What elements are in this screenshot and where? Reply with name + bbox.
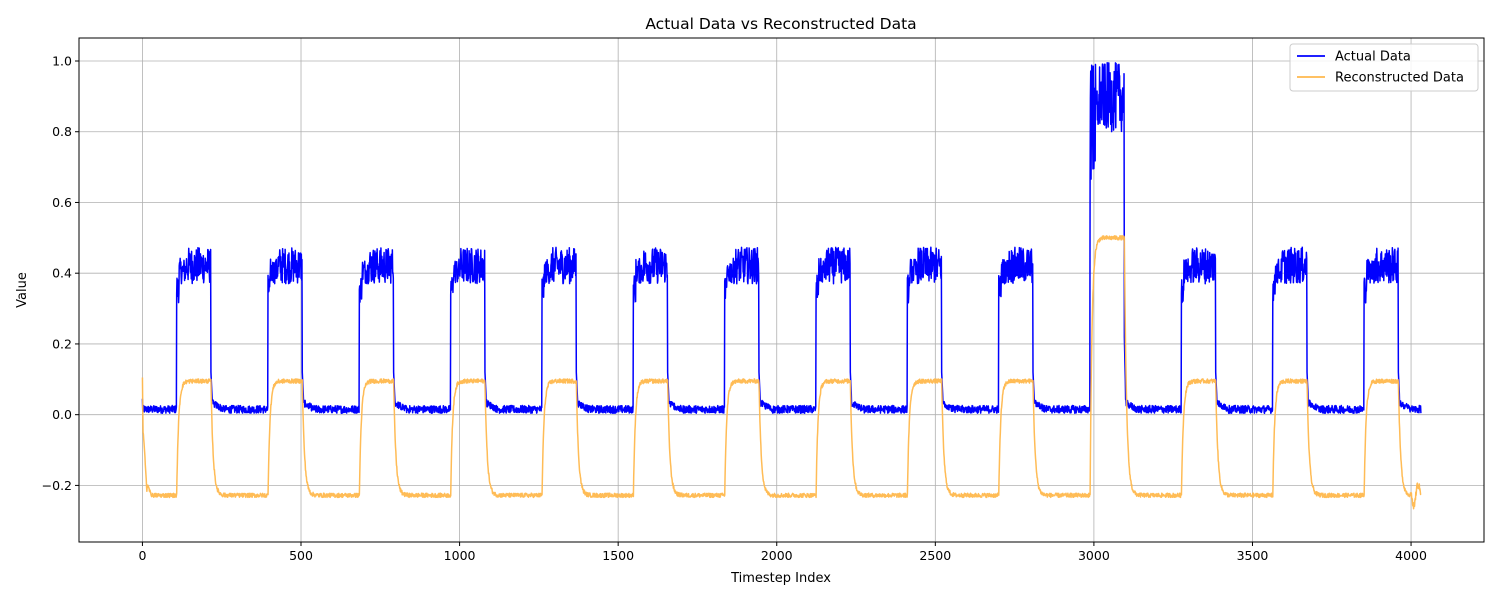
x-tick-label: 1000 xyxy=(444,548,476,563)
y-axis-ticks: −0.2 0.0 0.2 0.4 0.6 0.8 1.0 xyxy=(42,53,79,493)
x-tick-label: 3000 xyxy=(1078,548,1110,563)
y-axis-label: Value xyxy=(15,272,30,308)
x-axis-label: Timestep Index xyxy=(730,571,831,586)
y-tick-label: 0.8 xyxy=(52,124,72,139)
grid-layer xyxy=(79,38,1484,542)
series-line-reconstructed xyxy=(141,235,1422,510)
y-tick-label: 0.2 xyxy=(52,336,72,351)
x-tick-label: 2500 xyxy=(919,548,951,563)
plot-frame xyxy=(78,37,1485,543)
x-tick-label: 2000 xyxy=(761,548,793,563)
legend-label-actual: Actual Data xyxy=(1335,50,1411,65)
legend-box xyxy=(1289,43,1479,92)
x-tick-label: 3500 xyxy=(1237,548,1269,563)
x-tick-label: 1500 xyxy=(602,548,634,563)
y-tick-label: 0.0 xyxy=(52,407,72,422)
x-tick-label: 4000 xyxy=(1395,548,1427,563)
chart-title: Actual Data vs Reconstructed Data xyxy=(645,15,916,33)
x-axis-ticks: 0 500 1000 1500 2000 2500 3000 3500 4000 xyxy=(138,542,1427,563)
legend: Actual Data Reconstructed Data xyxy=(1289,43,1479,92)
series-line-actual xyxy=(141,61,1422,414)
x-tick-label: 500 xyxy=(289,548,313,563)
y-tick-label: 0.6 xyxy=(52,195,72,210)
y-tick-label: 1.0 xyxy=(52,53,72,68)
y-tick-label: −0.2 xyxy=(42,478,72,493)
series-layer xyxy=(141,61,1422,510)
y-tick-label: 0.4 xyxy=(52,266,72,281)
legend-label-reconstructed: Reconstructed Data xyxy=(1335,71,1464,86)
x-tick-label: 0 xyxy=(138,548,146,563)
